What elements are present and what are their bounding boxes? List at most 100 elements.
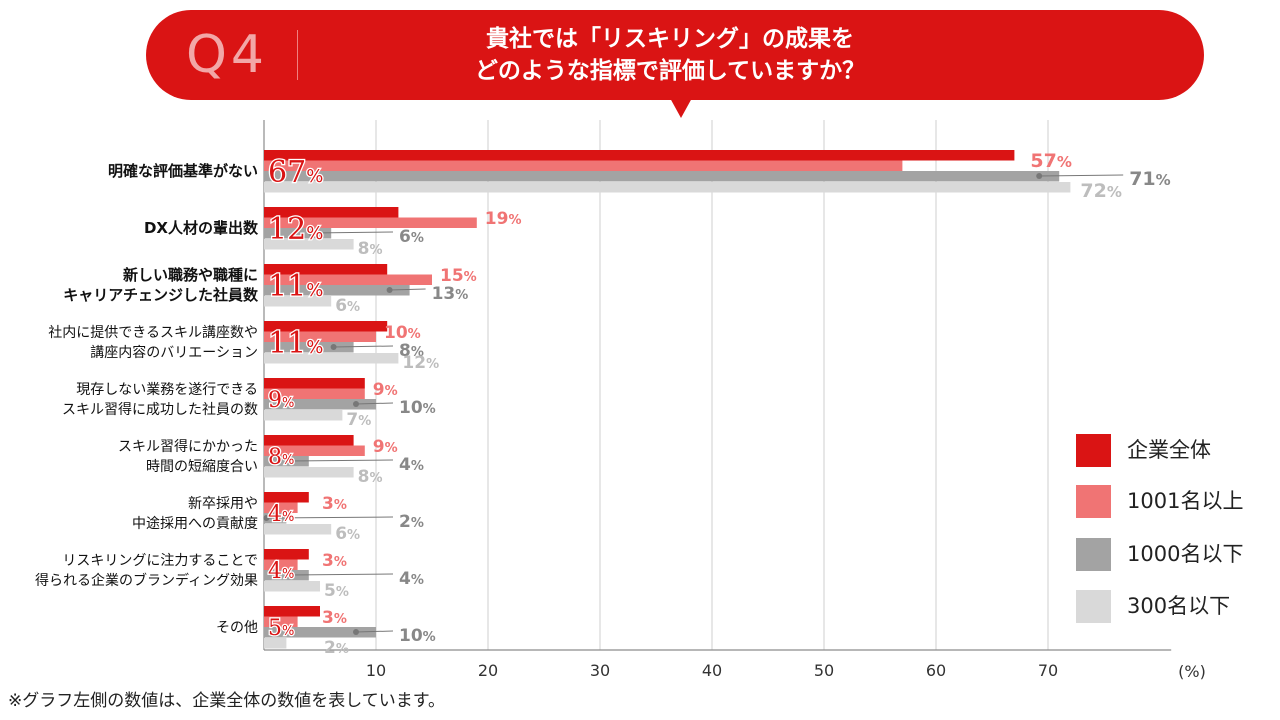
bar bbox=[264, 217, 477, 228]
legend-swatch-300-minus bbox=[1076, 590, 1111, 623]
leader-dot bbox=[308, 230, 315, 236]
category-label: スキル習得に成功した社員の数 bbox=[62, 401, 258, 418]
bar bbox=[264, 627, 376, 638]
value-label-1000-minus: 10% bbox=[399, 398, 436, 418]
leader-dot bbox=[285, 572, 292, 578]
bar bbox=[264, 321, 388, 332]
bar bbox=[264, 296, 332, 307]
bar bbox=[264, 285, 410, 296]
value-label-300-minus: 6% bbox=[335, 296, 360, 316]
legend-item-1001-plus: 1001名以上 bbox=[1076, 485, 1276, 519]
x-tick-label: 40 bbox=[702, 661, 722, 680]
value-label-1001-plus: 9% bbox=[373, 437, 398, 457]
category-label: 中途採用への貢献度 bbox=[132, 515, 258, 532]
bar bbox=[264, 274, 432, 285]
value-label-overall: 11% bbox=[268, 269, 323, 304]
value-label-300-minus: 8% bbox=[358, 239, 383, 259]
footnote: ※グラフ左側の数値は、企業全体の数値を表しています。 bbox=[8, 691, 446, 711]
bar bbox=[264, 524, 332, 535]
category-label: 新しい職務や職種に bbox=[123, 266, 258, 284]
leader-line bbox=[288, 459, 394, 462]
banner-divider bbox=[297, 30, 298, 80]
category-label: 得られる企業のブランディング効果 bbox=[35, 572, 258, 589]
value-label-300-minus: 5% bbox=[324, 581, 349, 601]
question-banner bbox=[146, 10, 1204, 100]
leader-line bbox=[311, 231, 394, 234]
category-label: DX人材の輩出数 bbox=[144, 219, 259, 237]
x-tick-label: 70 bbox=[1038, 661, 1058, 680]
value-label-300-minus: 12% bbox=[402, 353, 439, 373]
leader-line bbox=[389, 288, 426, 291]
legend-item-all: 企業全体 bbox=[1076, 434, 1276, 468]
leader-dot bbox=[1036, 173, 1043, 179]
legend-item-300-minus: 300名以下 bbox=[1076, 590, 1276, 624]
category-label: 新卒採用や bbox=[188, 496, 258, 512]
bar bbox=[264, 239, 354, 250]
leader-line bbox=[355, 402, 394, 405]
bar bbox=[264, 616, 298, 627]
x-tick-label: 50 bbox=[814, 661, 834, 680]
value-label-overall: 67% bbox=[268, 155, 323, 190]
bar bbox=[264, 342, 354, 353]
bar bbox=[264, 559, 298, 570]
x-unit-label: (%) bbox=[1178, 662, 1206, 681]
category-label: その他 bbox=[216, 620, 258, 636]
bar bbox=[264, 445, 365, 456]
bar bbox=[264, 435, 354, 446]
bar bbox=[264, 410, 343, 421]
question-title: 貴社では「リスキリング」の成果を どのような指標で評価していますか？ bbox=[330, 20, 1010, 90]
bar bbox=[264, 502, 298, 513]
bar bbox=[264, 171, 1060, 182]
category-label: 時間の短縮度合い bbox=[146, 459, 258, 475]
value-label-1000-minus: 4% bbox=[399, 569, 424, 589]
legend-swatch-1000-minus bbox=[1076, 538, 1111, 571]
category-label: 講座内容のバリエーション bbox=[90, 344, 258, 361]
bar bbox=[264, 228, 332, 239]
question-number: Q4 bbox=[186, 25, 269, 85]
value-label-overall: 11% bbox=[268, 326, 323, 361]
leader-dot bbox=[330, 344, 337, 350]
bar bbox=[264, 150, 1015, 161]
value-label-1001-plus: 3% bbox=[322, 494, 347, 514]
legend-swatch-all bbox=[1076, 434, 1111, 467]
category-label: 社内に提供できるスキル講座数や bbox=[48, 325, 258, 341]
value-label-overall: 4% bbox=[268, 559, 294, 584]
value-label-1001-plus: 19% bbox=[485, 209, 522, 229]
leader-line bbox=[1039, 174, 1124, 177]
leader-dot bbox=[353, 401, 359, 407]
value-label-1001-plus: 9% bbox=[373, 380, 398, 400]
leader-line bbox=[288, 573, 394, 576]
question-title-line-1: 貴社では「リスキリング」の成果を bbox=[486, 26, 854, 52]
bar bbox=[264, 399, 376, 410]
value-label-1000-minus: 71% bbox=[1129, 168, 1170, 190]
leader-line bbox=[266, 516, 394, 519]
bar bbox=[264, 492, 309, 503]
category-label: キャリアチェンジした社員数 bbox=[63, 286, 259, 304]
x-tick-label: 60 bbox=[926, 661, 946, 680]
bar bbox=[264, 638, 287, 649]
leader-dot bbox=[285, 458, 292, 464]
x-tick-label: 10 bbox=[366, 661, 386, 680]
legend-item-1000-minus: 1000名以下 bbox=[1076, 538, 1276, 572]
bar bbox=[264, 388, 365, 399]
bar bbox=[264, 606, 320, 617]
value-label-1000-minus: 8% bbox=[399, 341, 424, 361]
bar bbox=[264, 331, 376, 342]
value-label-1000-minus: 6% bbox=[399, 227, 424, 247]
leader-dot bbox=[353, 629, 359, 635]
value-label-1001-plus: 3% bbox=[322, 551, 347, 571]
value-label-300-minus: 8% bbox=[358, 467, 383, 487]
bar bbox=[264, 160, 903, 171]
bar bbox=[264, 353, 399, 364]
value-label-1001-plus: 10% bbox=[384, 323, 421, 343]
legend-label-1001-plus: 1001名以上 bbox=[1127, 489, 1244, 513]
value-label-overall: 8% bbox=[268, 445, 294, 470]
bar bbox=[264, 378, 365, 389]
legend-label-all: 企業全体 bbox=[1127, 438, 1211, 462]
value-label-overall: 12% bbox=[268, 212, 323, 247]
legend-swatch-1001-plus bbox=[1076, 485, 1111, 518]
leader-dot bbox=[263, 515, 270, 521]
bar bbox=[264, 549, 309, 560]
question-title-line-2: どのような指標で評価していますか？ bbox=[474, 58, 866, 84]
